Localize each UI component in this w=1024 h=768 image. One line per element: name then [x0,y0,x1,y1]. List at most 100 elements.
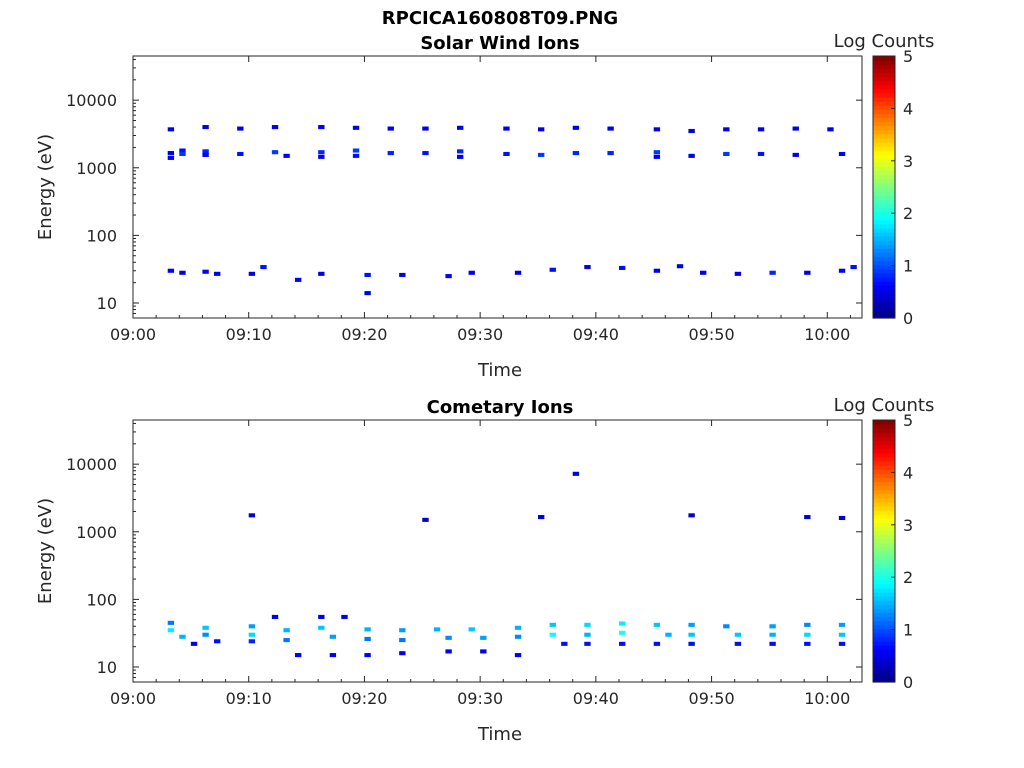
solar-wind-colorbar: 0 1 2 3 4 5 [872,47,913,328]
heatmap-cell [399,638,406,643]
heatmap-cell [190,641,198,646]
heatmap-cell [422,151,429,156]
colorbar-swatch [873,424,895,429]
colorbar-swatch [873,133,895,139]
heatmap-cell [295,277,302,282]
panel-cometary: Cometary Ions 09:00 09:10 09:20 09:30 09:40 0… [35,395,934,745]
colorbar-swatch [873,489,895,495]
colorbar-swatch [873,232,895,237]
solar-wind-x-axis-label: Time [477,360,522,381]
colorbar-swatch [873,289,895,295]
heatmap-cell [399,651,406,656]
colorbar-swatch [873,154,895,159]
heatmap-cell [538,515,545,520]
heatmap-cell [167,268,175,273]
heatmap-cell [214,271,221,276]
colorbar-tick-label: 5 [903,47,913,66]
colorbar-swatch [873,632,895,638]
colorbar-swatch [873,203,895,209]
colorbar-swatch [873,170,895,176]
colorbar-swatch [873,604,895,609]
x-tick-label: 10:00 [804,325,850,344]
heatmap-cell [318,125,325,130]
colorbar-swatch [873,596,895,601]
colorbar-tick-label: 0 [903,309,913,328]
heatmap-cell [838,268,846,273]
heatmap-cell [167,155,175,160]
heatmap-cell [584,622,591,627]
y-tick-label: 10 [97,658,117,677]
colorbar-swatch [873,80,895,86]
colorbar-tick-label: 1 [903,257,913,276]
heatmap-cell [723,151,730,157]
colorbar-swatch [873,473,895,478]
colorbar-swatch [873,141,895,147]
heatmap-cell [688,513,695,518]
colorbar-swatch [873,456,895,462]
colorbar-swatch [873,571,895,577]
colorbar-tick-label: 3 [903,516,913,535]
colorbar-swatch [873,117,895,123]
heatmap-cell [422,126,429,131]
colorbar-swatch [873,641,895,646]
colorbar-swatch [873,522,895,528]
heatmap-cell [827,127,834,132]
x-tick-label: 09:00 [110,325,156,344]
colorbar-swatch [873,301,895,307]
x-tick-label: 09:50 [689,689,735,708]
heatmap-cell [804,632,811,637]
colorbar-swatch [873,460,895,466]
colorbar-swatch [873,587,895,593]
heatmap-cell [480,635,487,640]
x-tick-label: 09:40 [573,689,619,708]
heatmap-cell [757,151,765,157]
colorbar-tick-label: 0 [903,673,913,692]
colorbar-swatch [873,469,895,474]
heatmap-cell [364,627,371,632]
heatmap-cell [688,128,695,134]
colorbar-swatch [873,505,895,511]
figure-title: RPCICA160808T09.PNG [382,8,618,29]
heatmap-cell [179,634,186,639]
colorbar-swatch [873,240,895,245]
heatmap-cell [549,267,556,272]
heatmap-cell [248,513,256,518]
x-tick-label: 09:50 [689,325,735,344]
heatmap-cell [665,632,672,637]
heatmap-cell [399,628,406,633]
heatmap-cell [503,151,510,157]
heatmap-cell [804,515,811,520]
x-tick-label: 10:00 [804,689,850,708]
colorbar-swatch [873,125,895,131]
colorbar-swatch [873,248,895,254]
colorbar-swatch [873,96,895,102]
heatmap-cell [422,517,429,522]
colorbar-swatch [873,109,895,114]
colorbar-swatch [873,526,895,532]
colorbar-swatch [873,174,895,180]
heatmap-cell [202,625,209,630]
colorbar-frame [872,55,896,319]
x-tick-label: 09:20 [341,325,387,344]
heatmap-cell [167,628,175,633]
heatmap-cell [329,653,337,658]
heatmap-cell [734,641,742,646]
y-tick-label: 1000 [76,159,117,178]
cometary-heatmap-cells [167,471,846,658]
colorbar-swatch [873,485,895,491]
colorbar-swatch [873,600,895,605]
panel-title-cometary: Cometary Ions [427,397,574,418]
heatmap-cell [607,151,614,156]
heatmap-cell [167,620,175,625]
colorbar-swatch [873,518,895,523]
colorbar-swatch [873,281,895,286]
x-tick-label: 09:30 [457,325,503,344]
colorbar-swatch [873,661,895,667]
cometary-colorbar-label: Log Counts [834,395,935,416]
heatmap-cell [202,269,209,274]
colorbar-swatch [873,465,895,470]
heatmap-cell [653,622,661,627]
colorbar-swatch [873,60,895,65]
heatmap-cell [248,624,256,629]
heatmap-cell [364,636,371,641]
